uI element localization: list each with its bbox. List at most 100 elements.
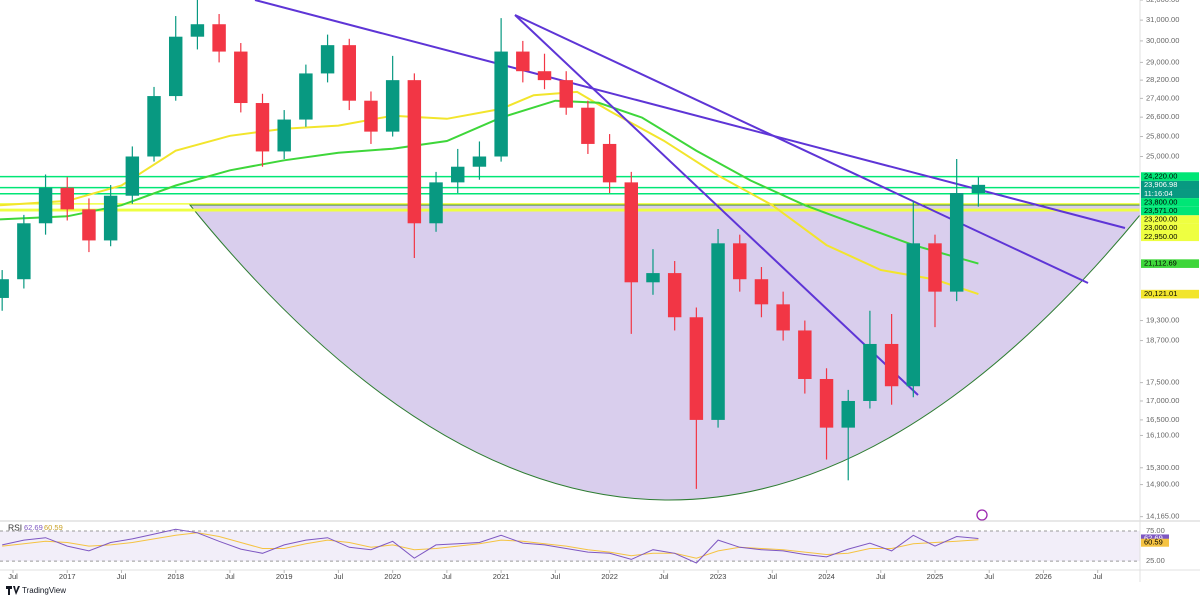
candle-body: [60, 187, 74, 210]
x-tick-label: 2018: [167, 572, 184, 581]
price-label: 11:16:04: [1144, 189, 1173, 198]
rsi-label-bg: [1141, 534, 1169, 543]
arc-drawing: [188, 204, 1141, 501]
trendline: [514, 14, 1089, 284]
rsi-tick-label: 75.00: [1146, 526, 1165, 535]
price-label-bg: [1141, 198, 1199, 207]
ma-label-bg: [1141, 259, 1199, 268]
price-label-bg: [1141, 172, 1199, 181]
candle-body: [776, 304, 790, 331]
y-tick-label: 26,600.00: [1146, 112, 1179, 121]
candle-body: [385, 80, 400, 132]
price-label-bg: [1141, 206, 1199, 216]
x-tick-label: Jul: [8, 572, 18, 581]
candle-body: [537, 71, 552, 81]
y-tick-label: 18,700.00: [1146, 336, 1179, 345]
rsi-label: 62.69: [1144, 533, 1163, 542]
footer: TradingView: [0, 582, 1200, 600]
rsi-line: [2, 528, 979, 564]
rsi-tick-label: 25.00: [1146, 556, 1165, 565]
x-tick-label: 2019: [276, 572, 293, 581]
y-tick-label: 29,000.00: [1146, 57, 1179, 66]
x-tick-label: Jul: [117, 572, 127, 581]
price-label: 23,200.00: [1144, 215, 1177, 224]
y-tick-label: 16,500.00: [1146, 415, 1179, 424]
candle-body: [82, 209, 96, 241]
x-tick-label: Jul: [551, 572, 561, 581]
candle-body: [342, 45, 356, 101]
x-tick-label: 2025: [927, 572, 944, 581]
candle-body: [299, 73, 313, 120]
x-tick-label: Jul: [659, 572, 669, 581]
y-tick-label: 17,000.00: [1146, 396, 1179, 405]
candle-body: [429, 182, 443, 224]
candle-body: [689, 317, 704, 420]
rsi-value: 62.69: [24, 523, 43, 532]
candle-body: [212, 24, 226, 52]
price-label: 22,950.00: [1144, 232, 1177, 241]
brand-logo: [6, 586, 20, 595]
candle-body: [624, 182, 639, 283]
y-tick-label: 25,800.00: [1146, 132, 1179, 141]
x-tick-label: 2023: [710, 572, 727, 581]
price-label-bg: [1141, 180, 1199, 190]
candle-body: [17, 223, 31, 280]
candle-body: [190, 24, 205, 37]
price-label: 24,220.00: [1144, 172, 1177, 181]
candle-body: [494, 51, 508, 157]
y-tick-label: 32,000.00: [1146, 0, 1179, 4]
y-tick-label: 30,000.00: [1146, 36, 1179, 45]
candle-body: [754, 279, 769, 305]
price-label-bg: [1141, 189, 1199, 199]
candle-body: [667, 273, 682, 318]
candle-body: [602, 143, 617, 183]
rsi-signal-value: 60.59: [44, 523, 63, 532]
rsi-label: 60.59: [1144, 538, 1163, 547]
alert-icon[interactable]: [976, 509, 988, 521]
candle-body: [798, 330, 812, 379]
rsi-signal: [2, 532, 979, 559]
drawing-layer: [188, 204, 1141, 501]
candle-body: [884, 343, 899, 387]
price-label: 23,800.00: [1144, 197, 1177, 206]
footer-bar: [0, 582, 1200, 600]
candle-body: [407, 80, 422, 224]
ma-label: 20,121.01: [1144, 289, 1177, 298]
x-tick-label: Jul: [876, 572, 886, 581]
y-tick-label: 17,500.00: [1146, 378, 1179, 387]
candle-body: [168, 36, 183, 97]
candle-body: [472, 156, 487, 167]
ma-label: 21,112.69: [1144, 259, 1177, 268]
x-tick-label: Jul: [334, 572, 344, 581]
candle-body: [928, 243, 942, 292]
candle-body: [863, 343, 877, 401]
y-tick-label: 15,300.00: [1146, 463, 1179, 472]
price-label-bg: [1141, 232, 1199, 242]
x-tick-label: Jul: [225, 572, 235, 581]
candle-body: [971, 184, 986, 194]
x-tick-label: 2017: [59, 572, 76, 581]
candle-body: [364, 100, 378, 132]
candle-body: [711, 243, 725, 420]
y-tick-label: 14,900.00: [1146, 480, 1179, 489]
y-tick-label: 27,400.00: [1146, 93, 1179, 102]
brand-name: TradingView: [22, 586, 66, 595]
trendline: [514, 14, 919, 396]
candle-body: [581, 107, 595, 144]
candle-body: [646, 273, 660, 283]
x-tick-label: 2022: [601, 572, 618, 581]
moving-average: [0, 90, 979, 296]
price-label-bg: [1141, 215, 1199, 224]
x-tick-label: Jul: [767, 572, 777, 581]
candles: [0, 0, 986, 489]
candle-body: [841, 400, 855, 428]
candle-body: [451, 166, 465, 183]
x-tick-label: Jul: [984, 572, 994, 581]
x-tick-label: 2020: [384, 572, 401, 581]
price-label: 23,906.98: [1144, 180, 1177, 189]
x-tick-label: 2024: [818, 572, 835, 581]
ma-label-bg: [1141, 289, 1199, 299]
y-tick-label: 31,000.00: [1146, 15, 1179, 24]
